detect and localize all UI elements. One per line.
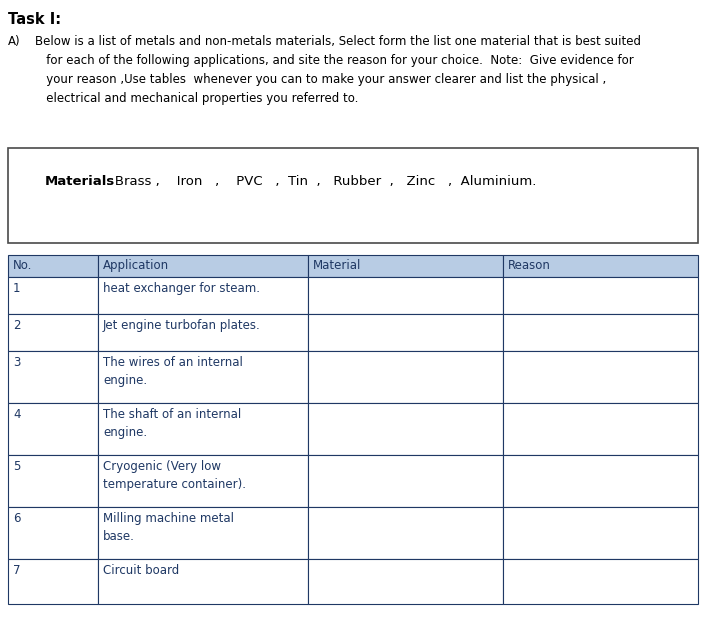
Text: Jet engine turbofan plates.: Jet engine turbofan plates. [103,319,261,332]
Text: 1: 1 [13,282,20,295]
Bar [503,314,698,351]
Bar [503,403,698,455]
Bar [308,455,503,507]
Text: Task I:: Task I: [8,12,61,27]
Bar [503,559,698,604]
Text: 7: 7 [13,564,20,577]
Bar [8,455,98,507]
Text: Circuit board: Circuit board [103,564,179,577]
Text: 6: 6 [13,512,20,525]
Bar [503,507,698,559]
Bar [503,351,698,403]
Bar [308,277,503,314]
Bar [503,455,698,507]
Text: 4: 4 [13,408,20,421]
Bar [308,559,503,604]
Bar [308,255,503,277]
Bar [8,403,98,455]
Bar [8,277,98,314]
Bar [98,351,308,403]
Bar [98,507,308,559]
Bar [8,314,98,351]
Bar [8,351,98,403]
Bar [8,507,98,559]
Bar [8,148,698,243]
Text: : Brass ,    Iron   ,    PVC   ,  Tin  ,   Rubber  ,   Zinc   ,  Aluminium.: : Brass , Iron , PVC , Tin , Rubber , Zi… [102,175,537,188]
Text: 3: 3 [13,356,20,369]
Bar [308,314,503,351]
Bar [8,559,98,604]
Bar [308,351,503,403]
Bar [8,255,98,277]
Bar [308,403,503,455]
Bar [503,255,698,277]
Bar [98,403,308,455]
Bar [308,507,503,559]
Text: Materials: Materials [45,175,115,188]
Text: The shaft of an internal
engine.: The shaft of an internal engine. [103,408,241,439]
Text: The wires of an internal
engine.: The wires of an internal engine. [103,356,243,387]
Bar [98,559,308,604]
Text: Cryogenic (Very low
temperature container).: Cryogenic (Very low temperature containe… [103,460,246,491]
Text: 5: 5 [13,460,20,473]
Bar [98,277,308,314]
Text: Below is a list of metals and non-metals materials, Select form the list one mat: Below is a list of metals and non-metals… [35,35,641,105]
Text: Reason: Reason [508,259,551,272]
Text: No.: No. [13,259,32,272]
Bar [503,277,698,314]
Bar [98,255,308,277]
Bar [98,314,308,351]
Text: Material: Material [313,259,361,272]
Bar [98,455,308,507]
Text: 2: 2 [13,319,20,332]
Text: Milling machine metal
base.: Milling machine metal base. [103,512,234,543]
Text: Application: Application [103,259,169,272]
Text: A): A) [8,35,20,48]
Text: heat exchanger for steam.: heat exchanger for steam. [103,282,260,295]
